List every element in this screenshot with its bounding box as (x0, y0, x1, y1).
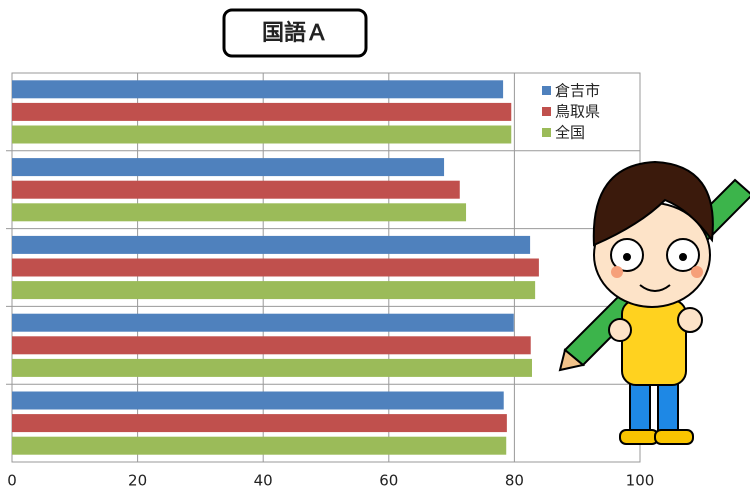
bar (12, 437, 506, 455)
x-tick-label: 40 (254, 472, 273, 490)
page: {"chart_data": {"type": "hbar", "title":… (0, 0, 750, 494)
bar (12, 359, 532, 377)
x-tick-label: 20 (128, 472, 147, 490)
bar (12, 336, 531, 354)
bar (12, 414, 507, 432)
bar (12, 314, 514, 332)
x-tick-label: 0 (7, 472, 17, 490)
bar (12, 103, 511, 121)
bar (12, 181, 460, 199)
legend-label: 鳥取県 (555, 103, 600, 121)
bar (12, 236, 530, 254)
chart-title: 国語Ａ (262, 20, 328, 46)
legend-label: 全国 (555, 124, 585, 142)
bar (12, 259, 539, 277)
legend-swatch (542, 128, 551, 137)
bar (12, 203, 466, 221)
bar (12, 392, 504, 410)
chart: 国語Ａ 0 20 40 60 80 100 倉吉市鳥取県全国 (0, 0, 750, 494)
bar (12, 158, 444, 176)
x-tick-label: 60 (379, 472, 398, 490)
legend-swatch (542, 107, 551, 116)
x-tick-label: 100 (626, 472, 655, 490)
legend-label: 倉吉市 (555, 82, 600, 100)
bar (12, 281, 535, 299)
x-tick-label: 80 (505, 472, 524, 490)
bar (12, 126, 511, 144)
bar (12, 80, 503, 98)
legend-swatch (542, 86, 551, 95)
